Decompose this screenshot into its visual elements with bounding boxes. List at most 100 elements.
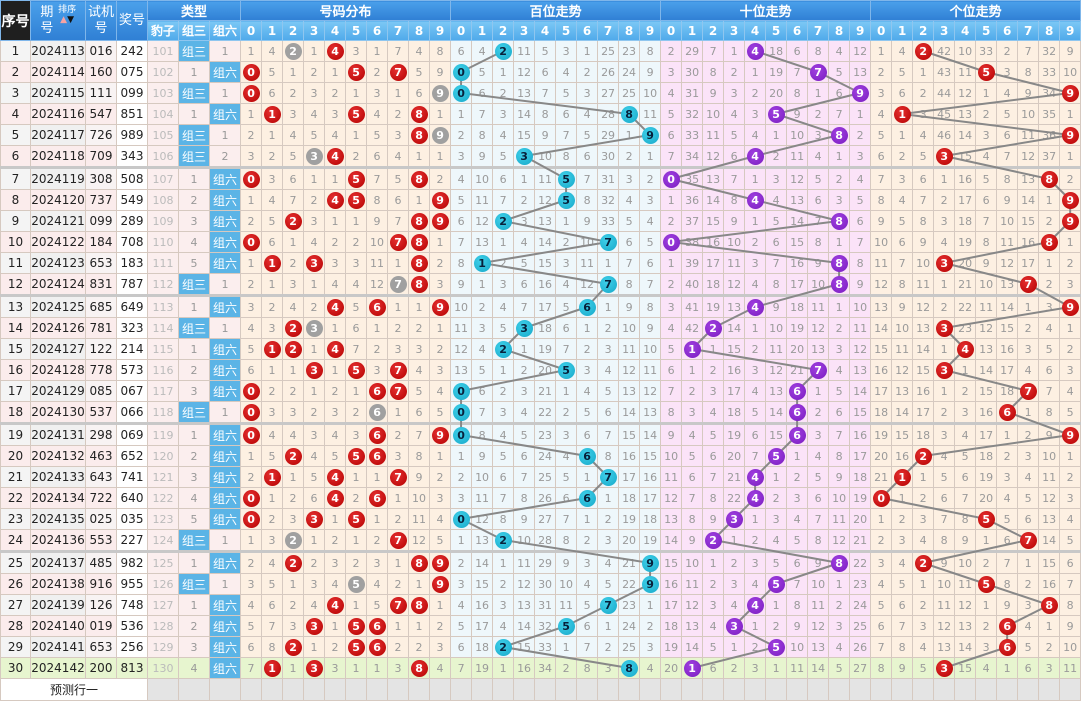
units-cell: 5: [891, 210, 914, 232]
tens-cell: 2: [744, 636, 767, 658]
tens-cell: 1: [807, 380, 830, 402]
row-prize-number: 708: [116, 231, 148, 253]
predict-cell[interactable]: [597, 678, 620, 701]
hundreds-cell: 10: [534, 145, 557, 168]
predict-cell[interactable]: [429, 678, 452, 701]
predict-cell[interactable]: [744, 678, 767, 701]
predict-cell[interactable]: [324, 678, 347, 701]
predict-cell[interactable]: [240, 678, 263, 701]
predict-cell[interactable]: [555, 678, 578, 701]
predict-cell[interactable]: [807, 678, 830, 701]
tens-cell: 7: [807, 508, 830, 530]
distribution-cell: 4: [429, 657, 452, 679]
hundreds-cell: 1: [639, 594, 662, 616]
predict-cell[interactable]: [147, 678, 179, 701]
tens-cell: 10: [849, 294, 872, 318]
distribution-cell: 10: [366, 231, 389, 253]
distribution-cell: 3: [303, 573, 326, 595]
predict-cell[interactable]: [954, 678, 977, 701]
tens-cell: 13: [765, 380, 788, 402]
tens-cell: 5: [702, 636, 725, 658]
units-cell: 44: [933, 82, 956, 104]
predict-cell[interactable]: [912, 678, 935, 701]
distribution-cell: 1: [345, 466, 368, 488]
units-cell: 3: [975, 636, 998, 658]
predict-cell[interactable]: [1038, 678, 1061, 701]
units-cell: 8: [870, 657, 893, 679]
predict-cell[interactable]: [345, 678, 368, 701]
predict-cell[interactable]: [681, 678, 704, 701]
issue-header[interactable]: 期号 排序 ▲▼: [30, 0, 86, 41]
predict-cell[interactable]: [933, 678, 956, 701]
predict-cell[interactable]: [849, 678, 872, 701]
tens-cell: 1: [765, 124, 788, 146]
predict-cell[interactable]: [408, 678, 431, 701]
units-cell: 15: [891, 422, 914, 446]
distribution-hit-ball: 7: [389, 63, 407, 81]
tens-cell: 2: [744, 338, 767, 360]
tens-cell: 1: [681, 657, 704, 679]
tens-cell: 12: [828, 529, 851, 552]
units-cell: 9: [1059, 294, 1081, 318]
predict-row-label[interactable]: 预测行一: [0, 678, 148, 701]
digit-header-tens-3: 3: [723, 20, 746, 41]
tens-cell: 9: [702, 82, 725, 104]
units-cell: 1: [975, 594, 998, 616]
predict-cell[interactable]: [723, 678, 746, 701]
predict-cell[interactable]: [891, 678, 914, 701]
section-header-hundreds: 百位走势: [450, 0, 662, 21]
tens-cell: 2: [807, 103, 830, 125]
hundreds-cell: 22: [618, 573, 641, 595]
hundreds-cell: 1: [492, 61, 515, 83]
tens-cell: 13: [849, 61, 872, 83]
predict-cell[interactable]: [534, 678, 557, 701]
tens-cell: 6: [744, 422, 767, 446]
predict-cell[interactable]: [1059, 678, 1081, 701]
sort-desc-icon[interactable]: ▼: [67, 14, 74, 25]
distribution-cell: 0: [240, 380, 263, 402]
predict-cell[interactable]: [576, 678, 599, 701]
predict-cell[interactable]: [975, 678, 998, 701]
units-cell: 3: [912, 615, 935, 637]
predict-cell[interactable]: [828, 678, 851, 701]
section-header-units: 个位走势: [870, 0, 1081, 21]
predict-cell[interactable]: [513, 678, 536, 701]
predict-cell[interactable]: [765, 678, 788, 701]
sort-control[interactable]: 排序 ▲▼: [58, 5, 76, 25]
units-hit-ball: 8: [1040, 596, 1058, 614]
hundreds-cell: 2: [513, 359, 536, 381]
sort-asc-icon[interactable]: ▲: [60, 14, 68, 25]
tens-cell: 13: [807, 636, 830, 658]
units-cell: 1: [1038, 252, 1061, 274]
tens-cell: 38: [681, 231, 704, 253]
tens-cell: 10: [828, 487, 851, 509]
distribution-cell: 1: [366, 508, 389, 530]
predict-cell[interactable]: [208, 678, 242, 701]
predict-cell[interactable]: [366, 678, 389, 701]
hundreds-cell: 4: [450, 594, 473, 616]
tens-cell: 5: [807, 166, 830, 190]
predict-cell[interactable]: [639, 678, 662, 701]
predict-cell[interactable]: [261, 678, 284, 701]
hundreds-cell: 3: [513, 380, 536, 402]
predict-cell[interactable]: [870, 678, 893, 701]
tens-hit-ball: 4: [746, 596, 764, 614]
predict-cell[interactable]: [660, 678, 683, 701]
predict-cell[interactable]: [387, 678, 410, 701]
tens-cell: 41: [681, 294, 704, 318]
predict-cell[interactable]: [702, 678, 725, 701]
type-zuliu-cell: 组六: [208, 338, 242, 360]
predict-cell[interactable]: [282, 678, 305, 701]
distribution-cell: 2: [366, 61, 389, 83]
predict-cell[interactable]: [618, 678, 641, 701]
predict-cell[interactable]: [786, 678, 809, 701]
predict-cell[interactable]: [492, 678, 515, 701]
predict-cell[interactable]: [303, 678, 326, 701]
tens-cell: 3: [702, 380, 725, 402]
predict-cell[interactable]: [178, 678, 210, 701]
predict-cell[interactable]: [996, 678, 1019, 701]
tens-cell: 9: [786, 615, 809, 637]
predict-cell[interactable]: [471, 678, 494, 701]
predict-cell[interactable]: [1017, 678, 1040, 701]
predict-cell[interactable]: [450, 678, 473, 701]
